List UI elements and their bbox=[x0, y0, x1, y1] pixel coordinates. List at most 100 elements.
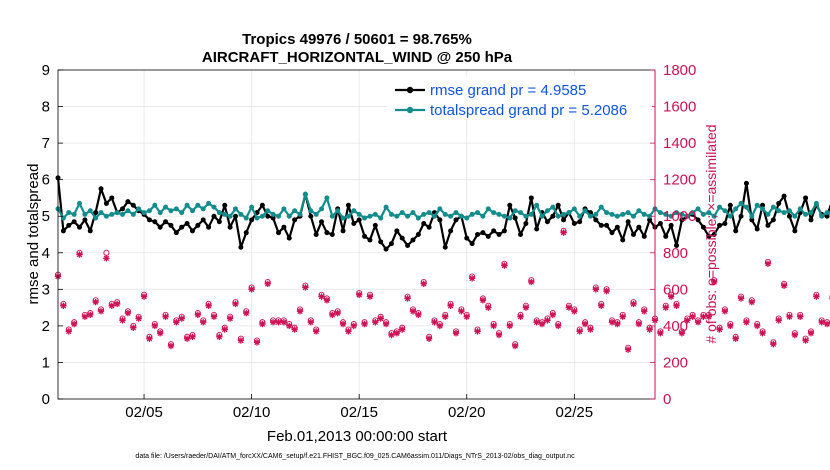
rmse-point bbox=[227, 224, 233, 230]
totalspread-point bbox=[614, 213, 620, 219]
totalspread-point bbox=[292, 208, 298, 214]
obs-assimilated-point bbox=[737, 295, 745, 302]
obs-asterisk-stroke bbox=[781, 282, 787, 289]
rmse-point bbox=[249, 217, 255, 223]
obs-assimilated-point bbox=[146, 335, 153, 342]
totalspread-point bbox=[98, 210, 104, 216]
obs-assimilated-point bbox=[495, 331, 503, 339]
totalspread-point bbox=[717, 204, 723, 210]
obs-asterisk-stroke bbox=[824, 321, 830, 327]
plot-area bbox=[58, 70, 655, 399]
rmse-point bbox=[604, 222, 610, 228]
totalspread-point bbox=[598, 204, 604, 210]
legend-marker-rmse bbox=[406, 86, 414, 94]
totalspread-point bbox=[765, 211, 771, 217]
rmse-point bbox=[195, 222, 201, 228]
obs-assimilated-point bbox=[323, 297, 331, 304]
rmse-point bbox=[394, 228, 400, 234]
obs-assimilated-point bbox=[549, 311, 557, 319]
obs-assimilated-point bbox=[135, 315, 142, 322]
y-tick-label-left: 0 bbox=[42, 391, 50, 408]
rmse-point bbox=[378, 239, 384, 245]
rmse-point bbox=[501, 228, 507, 234]
totalspread-point bbox=[388, 211, 394, 217]
obs-asterisk-stroke bbox=[539, 321, 545, 327]
rmse-point bbox=[630, 232, 636, 237]
totalspread-point bbox=[684, 213, 690, 219]
obs-assimilated-point bbox=[485, 304, 492, 311]
obs-asterisk-stroke bbox=[711, 279, 717, 285]
obs-assimilated-point bbox=[565, 304, 573, 311]
obs-assimilated-point bbox=[780, 282, 788, 289]
x-tick-label: 02/15 bbox=[340, 404, 378, 421]
rmse-point bbox=[146, 217, 152, 223]
rmse-point bbox=[469, 241, 475, 247]
obs-asterisk-stroke bbox=[695, 319, 701, 325]
obs-assimilated-point bbox=[608, 319, 616, 326]
obs-asterisk-stroke bbox=[533, 319, 540, 325]
obs-asterisk-stroke bbox=[60, 303, 67, 309]
rmse-point bbox=[738, 213, 744, 219]
obs-assimilated-point bbox=[528, 278, 535, 286]
totalspread-point bbox=[232, 206, 238, 212]
rmse-point bbox=[453, 217, 459, 223]
obs-asterisk-stroke bbox=[377, 315, 384, 322]
totalspread-point bbox=[87, 208, 93, 214]
rmse-point bbox=[523, 221, 529, 227]
obs-asterisk-stroke bbox=[765, 260, 771, 267]
obs-assimilated-point bbox=[479, 297, 487, 304]
totalspread-point bbox=[512, 208, 518, 214]
obs-assimilated-point bbox=[630, 300, 637, 308]
obs-asterisk-stroke bbox=[243, 310, 250, 316]
obs-assimilated-point bbox=[538, 320, 546, 328]
obs-asterisk-stroke bbox=[662, 304, 669, 311]
totalspread-point bbox=[313, 211, 319, 217]
totalspread-point bbox=[496, 211, 502, 217]
obs-asterisk-stroke bbox=[679, 330, 685, 336]
obs-assimilated-point bbox=[797, 313, 804, 320]
obs-asterisk-stroke bbox=[732, 335, 739, 342]
rmse-point bbox=[103, 200, 109, 206]
rmse-point bbox=[426, 224, 432, 230]
totalspread-point bbox=[109, 211, 115, 217]
obs-assimilated-point bbox=[65, 328, 72, 335]
totalspread-point bbox=[421, 211, 427, 217]
obs-asterisk-stroke bbox=[636, 321, 642, 327]
rmse-point bbox=[657, 221, 663, 227]
obs-asterisk-stroke bbox=[270, 319, 276, 325]
obs-assimilated-point bbox=[259, 320, 266, 328]
obs-asterisk-stroke bbox=[367, 293, 373, 300]
y-tick-label-left: 6 bbox=[42, 172, 50, 189]
obs-assimilated-point bbox=[382, 320, 390, 328]
obs-asterisk-stroke bbox=[259, 321, 266, 327]
rmse-point bbox=[265, 213, 271, 219]
totalspread-point bbox=[141, 210, 147, 216]
obs-asterisk-stroke bbox=[706, 313, 712, 320]
totalspread-point bbox=[189, 208, 195, 214]
obs-asterisk-stroke bbox=[501, 262, 508, 269]
obs-assimilated-point bbox=[807, 330, 815, 337]
obs-assimilated-point bbox=[248, 286, 255, 293]
obs-asterisk-stroke bbox=[716, 326, 723, 333]
obs-asterisk-stroke bbox=[447, 303, 454, 309]
totalspread-point bbox=[711, 213, 717, 219]
obs-assimilated-point bbox=[743, 319, 750, 326]
rmse-point bbox=[706, 233, 712, 239]
obs-asterisk-stroke bbox=[689, 313, 696, 320]
totalspread-point bbox=[695, 206, 701, 212]
totalspread-point bbox=[663, 211, 669, 217]
obs-asterisk-stroke bbox=[351, 323, 357, 329]
obs-asterisk-stroke bbox=[576, 328, 583, 335]
totalspread-point bbox=[464, 215, 470, 221]
obs-asterisk-stroke bbox=[184, 335, 190, 342]
obs-asterisk-stroke bbox=[232, 301, 239, 307]
y-tick-label-left: 7 bbox=[42, 135, 50, 152]
rmse-point bbox=[668, 222, 674, 228]
totalspread-point bbox=[329, 213, 335, 219]
rmse-point bbox=[727, 202, 733, 208]
obs-assimilated-point bbox=[70, 320, 78, 328]
obs-assimilated-point bbox=[130, 324, 137, 331]
rmse-point bbox=[120, 206, 126, 212]
obs-asterisk-stroke bbox=[571, 308, 578, 315]
obs-asterisk-stroke bbox=[264, 281, 271, 287]
